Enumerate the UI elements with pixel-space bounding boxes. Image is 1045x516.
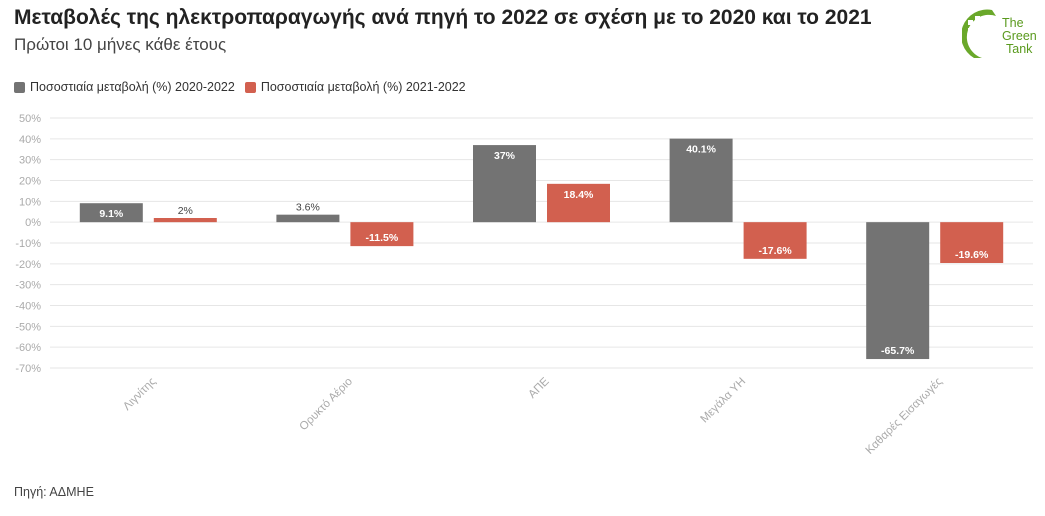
y-tick-label: -60% [15, 342, 41, 354]
y-tick-label: -20% [15, 259, 41, 271]
bar-series-2-3 [743, 222, 807, 259]
y-tick-label: -70% [15, 363, 41, 375]
y-tick-label: 20% [19, 176, 41, 188]
data-label: 37% [494, 150, 516, 162]
category-label: Μεγάλα ΥΗ [699, 376, 749, 426]
y-tick-label: 40% [19, 134, 41, 146]
logo-text-tank: Tank [1006, 42, 1033, 56]
bar-series-1-1 [276, 214, 340, 223]
data-label: -17.6% [758, 245, 792, 257]
bar-series-2-2 [547, 183, 610, 223]
category-label: Λιγνίτης [121, 375, 159, 413]
logo-text-green: Green [1002, 29, 1037, 43]
green-tank-logo [961, 6, 1034, 62]
y-tick-label: -50% [15, 321, 41, 333]
y-tick-label: 50% [19, 113, 41, 125]
legend-swatch-series-1 [14, 81, 25, 93]
data-label: 9.1% [99, 208, 124, 220]
y-tick-label: -30% [15, 280, 41, 292]
bar-series-2-1 [350, 222, 414, 247]
legend-item-series-1[interactable]: Ποσοστιαία μεταβολή (%) 2020-2022 [14, 80, 235, 94]
chart-title: Μεταβολές της ηλεκτροπαραγωγής ανά πηγή … [14, 6, 872, 29]
y-tick-label: -10% [15, 238, 41, 250]
legend-label-series-1: Ποσοστιαία μεταβολή (%) 2020-2022 [30, 80, 235, 94]
legend: Ποσοστιαία μεταβολή (%) 2020-2022 Ποσοστ… [14, 80, 476, 94]
logo-mark-icon [961, 9, 996, 59]
bar-series-2-0 [153, 218, 217, 223]
data-label: 2% [178, 205, 193, 217]
bar-series-1-0 [79, 203, 143, 223]
bar-series-1-2 [473, 145, 536, 223]
category-label: Ορυκτό Αέριο [298, 376, 356, 434]
legend-label-series-2: Ποσοστιαία μεταβολή (%) 2021-2022 [260, 80, 466, 94]
bar-series-2-4 [940, 222, 1004, 263]
data-label: 18.4% [564, 189, 594, 201]
data-label: 40.1% [686, 144, 716, 156]
chart-subtitle: Πρώτοι 10 μήνες κάθε έτους [14, 35, 227, 54]
data-label: -65.7% [881, 345, 915, 357]
source-note: Πηγή: ΑΔΜΗΕ [14, 485, 94, 499]
y-tick-label: -40% [15, 301, 41, 313]
data-label: -11.5% [366, 232, 399, 244]
category-label: Καθαρές Εισαγωγές [864, 375, 945, 456]
bar-series-1-4 [866, 222, 930, 360]
y-tick-label: 0% [25, 217, 41, 229]
data-label: 3.6% [296, 202, 320, 214]
logo-text-the: The [1002, 16, 1024, 30]
legend-item-series-2[interactable]: Ποσοστιαία μεταβολή (%) 2021-2022 [244, 80, 466, 94]
data-label: -19.6% [955, 249, 989, 261]
legend-swatch-series-2 [244, 81, 256, 93]
y-tick-label: 30% [19, 155, 41, 167]
category-label: ΑΠΕ [526, 375, 551, 400]
y-tick-label: 10% [19, 196, 41, 208]
bar-series-1-3 [669, 138, 733, 223]
